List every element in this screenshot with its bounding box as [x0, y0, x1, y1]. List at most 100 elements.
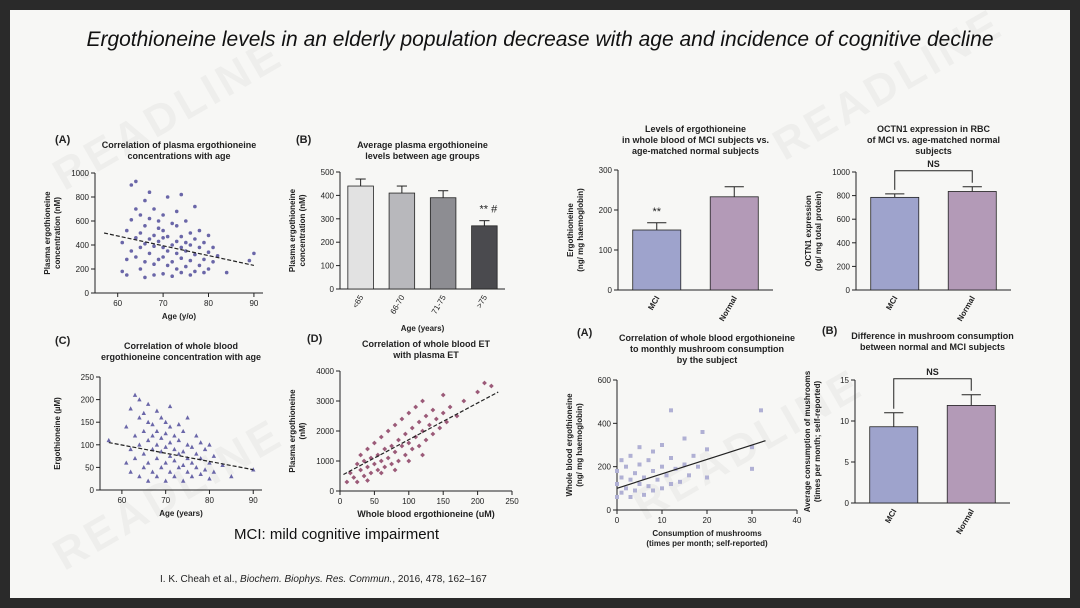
x-tick-label: 0 [338, 497, 343, 506]
bar-7175 [429, 197, 457, 290]
data-point [156, 219, 161, 223]
data-point [399, 443, 405, 449]
data-point [120, 269, 125, 274]
data-point [143, 260, 147, 264]
data-point [167, 440, 173, 445]
data-point [669, 408, 673, 413]
data-point [141, 451, 146, 456]
y-axis-label: Average consumption of mushrooms (times p… [803, 370, 822, 512]
x-tick-label-group: Normal [955, 295, 977, 323]
data-point [642, 475, 646, 480]
data-point [124, 273, 129, 277]
data-point [399, 416, 405, 422]
data-point [161, 272, 165, 276]
x-tick-label: MCI [883, 508, 898, 525]
x-tick-label-group: MCI [646, 295, 661, 312]
data-point [176, 437, 182, 443]
y-axis-label: Ergothioneine (ng/ mg haemoglobin) [566, 188, 585, 272]
chart-C1: (C) Correlation of whole bloodergothionei… [53, 335, 262, 518]
data-point [637, 482, 642, 486]
data-point [134, 207, 138, 211]
data-point [206, 250, 211, 254]
x-tick-label: 71-75 [430, 293, 448, 316]
y-tick-label: 0 [85, 289, 90, 298]
data-point [206, 267, 211, 271]
chart-title: with plasma ET [392, 350, 459, 360]
data-point [172, 433, 177, 438]
data-point [163, 444, 168, 449]
data-point [137, 474, 142, 479]
data-point [651, 469, 655, 473]
data-point [165, 195, 170, 199]
y-tick-label: 800 [76, 193, 90, 202]
data-point [163, 431, 168, 436]
data-point [179, 245, 184, 250]
data-point [361, 458, 367, 464]
y-axis-label: OCTN1 expression (pg/ mg total protein) [804, 191, 823, 271]
data-point [402, 431, 408, 437]
data-point [138, 231, 143, 235]
data-point [124, 460, 129, 465]
data-point [138, 267, 143, 271]
x-tick-label: Normal [954, 508, 976, 536]
chart-title: in whole blood of MCI subjects vs. [622, 135, 769, 145]
x-tick-label: 90 [249, 299, 258, 308]
data-point [396, 458, 401, 464]
data-point [128, 469, 133, 474]
y-axis-label: Plasma ergothioneine (nM) [288, 389, 307, 473]
data-point [365, 464, 370, 470]
y-tick-label: 200 [321, 238, 335, 247]
data-point [165, 249, 170, 253]
significance-bracket [894, 170, 973, 190]
data-point [637, 445, 642, 450]
data-point [633, 471, 637, 476]
data-point [141, 410, 146, 415]
data-point [189, 460, 195, 465]
data-point [184, 240, 188, 245]
y-label-line: (pg/ mg total protein) [814, 191, 823, 271]
y-label-line: OCTN1 expression [804, 195, 813, 267]
y-axis-label: Whole blood ergothioneine (ng/ mg haemogl… [565, 393, 584, 497]
data-point [189, 444, 195, 449]
significance-marker: ** [652, 206, 661, 218]
data-point [354, 461, 360, 467]
y-tick-label: 100 [599, 246, 613, 255]
y-tick-label: 0 [90, 486, 95, 495]
x-axis-label: Age (years) [159, 509, 203, 518]
x-tick-label: 80 [205, 496, 214, 505]
y-tick-label: 15 [840, 376, 849, 385]
y-tick-label: 600 [837, 215, 851, 224]
data-point [194, 451, 199, 456]
data-point [152, 207, 156, 211]
data-point [700, 430, 705, 434]
x-tick-label: MCI [884, 295, 899, 312]
data-point [176, 465, 182, 470]
citation: I. K. Cheah et al., Biochem. Biophys. Re… [160, 574, 487, 585]
y-tick-label: 500 [321, 168, 335, 177]
bar-65 [347, 185, 374, 290]
data-point [624, 486, 628, 491]
data-point [194, 465, 199, 470]
data-point [416, 419, 422, 425]
data-point [170, 221, 174, 226]
chart-title: of MCI vs. age-matched normal [867, 135, 1000, 145]
data-point [161, 236, 165, 240]
data-point [669, 456, 673, 460]
data-point [406, 440, 412, 446]
data-point [147, 190, 152, 194]
data-point [440, 410, 446, 416]
data-point [179, 256, 184, 261]
bar-mci [869, 426, 919, 504]
data-point [344, 479, 350, 485]
data-point [156, 226, 161, 230]
x-axis-label: Consumption of mushrooms [652, 529, 762, 538]
data-point [163, 478, 168, 483]
y-tick-label: 0 [330, 487, 335, 496]
data-point [154, 428, 160, 434]
data-point [655, 477, 660, 482]
data-point [106, 437, 111, 443]
chart-title: OCTN1 expression in RBC [877, 124, 991, 134]
y-tick-label: 250 [81, 373, 95, 382]
data-point [137, 415, 142, 420]
